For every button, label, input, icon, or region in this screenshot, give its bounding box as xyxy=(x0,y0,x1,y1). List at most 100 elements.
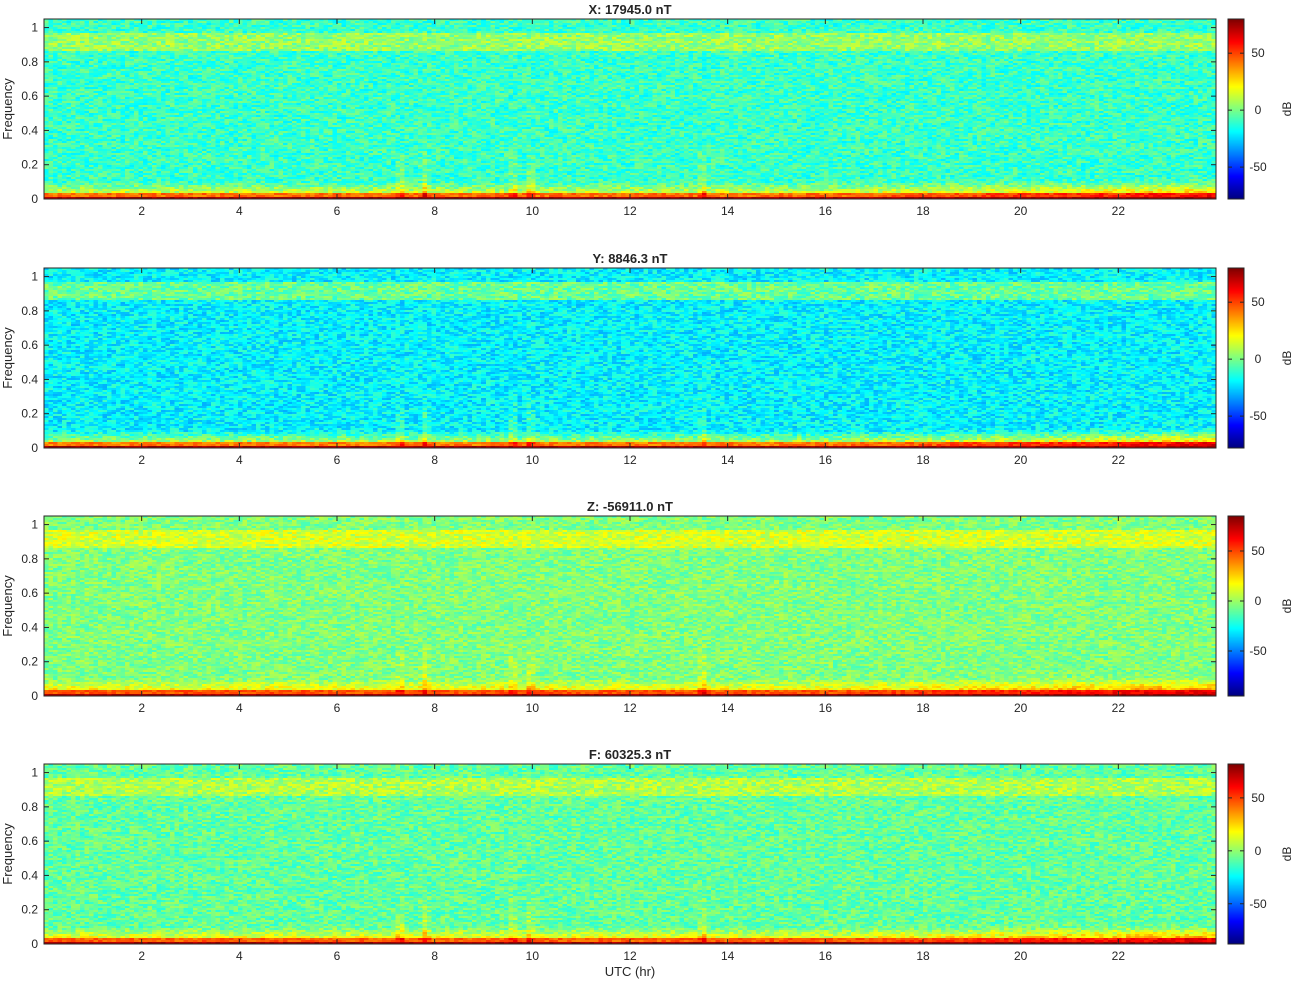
colorbar: 50 0 -50 dB xyxy=(1227,267,1294,449)
x-tick-label: 14 xyxy=(721,949,735,963)
colorbar-label: dB xyxy=(1280,847,1294,862)
x-tick-label: 6 xyxy=(334,204,341,218)
x-tick-label: 20 xyxy=(1014,453,1028,467)
panel-title: Z: -56911.0 nT xyxy=(587,499,673,514)
y-tick-label: 0.6 xyxy=(21,834,38,848)
spectrogram-heatmap xyxy=(44,268,1216,448)
x-tick-label: 12 xyxy=(623,701,637,715)
colorbar-tick-label: -50 xyxy=(1249,644,1267,658)
y-tick-label: 0.8 xyxy=(21,304,38,318)
y-tick-label: 0 xyxy=(31,192,38,206)
x-tick-label: 8 xyxy=(431,701,438,715)
y-tick-label: 0.4 xyxy=(21,620,38,634)
x-tick-label: 4 xyxy=(236,204,243,218)
x-tick-label: 16 xyxy=(819,204,833,218)
y-tick-label: 0.6 xyxy=(21,586,38,600)
y-tick-label: 0.8 xyxy=(21,800,38,814)
y-tick-label: 0.4 xyxy=(21,868,38,882)
x-tick-label: 14 xyxy=(721,204,735,218)
colorbar-tick-label: 0 xyxy=(1255,103,1262,117)
x-tick-label: 6 xyxy=(334,453,341,467)
x-tick-label: 2 xyxy=(138,204,145,218)
x-tick-label: 4 xyxy=(236,701,243,715)
x-tick-label: 4 xyxy=(236,453,243,467)
spectrogram-heatmap xyxy=(44,19,1216,199)
y-axis-label: Frequency xyxy=(0,78,15,140)
x-tick-label: 14 xyxy=(721,453,735,467)
x-tick-label: 12 xyxy=(623,949,637,963)
x-tick-label: 8 xyxy=(431,204,438,218)
y-tick-label: 0.2 xyxy=(21,655,38,669)
colorbar-box xyxy=(1227,763,1245,945)
x-tick-label: 14 xyxy=(721,701,735,715)
colorbar-gradient xyxy=(1228,268,1244,448)
x-tick-label: 18 xyxy=(916,453,930,467)
x-tick-label: 20 xyxy=(1014,701,1028,715)
spectrogram-panel-3: Z: -56911.0 nT 2 4 6 8 10 12 14 16 18 20 22 0 0.2 0.4 0… xyxy=(0,499,1294,715)
panel-title: Y: 8846.3 nT xyxy=(593,251,668,266)
x-tick-label: 22 xyxy=(1112,204,1126,218)
spectrogram-heatmap xyxy=(44,764,1216,944)
x-tick-label: 2 xyxy=(138,453,145,467)
spectrogram-panel-2: Y: 8846.3 nT2 4 6 8 10 12 14 16 18 20 2200.20.40.6… xyxy=(0,251,1294,467)
x-axis-label: UTC (hr) xyxy=(605,964,656,979)
x-tick-label: 18 xyxy=(916,701,930,715)
y-tick-label: 0 xyxy=(31,937,38,951)
colorbar: 50 0 -50 dB xyxy=(1227,18,1294,200)
colorbar-tick-label: 0 xyxy=(1255,844,1262,858)
y-tick-label: 0 xyxy=(31,689,38,703)
y-tick-label: 0.2 xyxy=(21,407,38,421)
spectrogram-panel-1: X: 17945.0 nT2 4 6 8 10 12 14 16 18 20 2200.20.40.… xyxy=(0,2,1294,218)
spectrogram-panel-4: F: 60325.3 nT2 4 6 8 10 12 14 16 18 20 2200.20.40.… xyxy=(0,747,1294,979)
x-tick-label: 8 xyxy=(431,453,438,467)
x-tick-label: 22 xyxy=(1112,701,1126,715)
colorbar-tick-label: -50 xyxy=(1249,409,1267,423)
y-tick-label: 1 xyxy=(31,270,38,284)
x-tick-label: 12 xyxy=(623,204,637,218)
colorbar-label: dB xyxy=(1280,599,1294,614)
x-tick-label: 16 xyxy=(819,701,833,715)
colorbar-box xyxy=(1227,267,1245,449)
colorbar-gradient xyxy=(1228,19,1244,199)
y-tick-label: 1 xyxy=(31,518,38,532)
colorbar-box xyxy=(1227,18,1245,200)
colorbar-tick-label: -50 xyxy=(1249,897,1267,911)
x-tick-label: 6 xyxy=(334,949,341,963)
colorbar-label: dB xyxy=(1280,351,1294,366)
y-tick-label: 1 xyxy=(31,766,38,780)
y-tick-label: 0.8 xyxy=(21,552,38,566)
colorbar: 50 0 -50 dB xyxy=(1227,763,1294,945)
x-tick-label: 22 xyxy=(1112,453,1126,467)
colorbar-tick-label: 50 xyxy=(1251,295,1265,309)
y-tick-label: 0.4 xyxy=(21,123,38,137)
x-tick-label: 10 xyxy=(526,453,540,467)
y-tick-label: 0 xyxy=(31,441,38,455)
colorbar-tick-label: 50 xyxy=(1251,791,1265,805)
colorbar-box xyxy=(1227,515,1245,697)
x-tick-label: 2 xyxy=(138,701,145,715)
x-tick-label: 20 xyxy=(1014,949,1028,963)
x-tick-label: 12 xyxy=(623,453,637,467)
x-tick-label: 18 xyxy=(916,204,930,218)
y-tick-label: 0.8 xyxy=(21,55,38,69)
y-axis-label: Frequency xyxy=(0,327,15,389)
x-tick-label: 2 xyxy=(138,949,145,963)
y-tick-label: 0.2 xyxy=(21,903,38,917)
spectrogram-heatmap xyxy=(44,516,1216,696)
x-tick-label: 22 xyxy=(1112,949,1126,963)
x-tick-label: 6 xyxy=(334,701,341,715)
y-tick-label: 0.2 xyxy=(21,158,38,172)
y-tick-label: 0.6 xyxy=(21,338,38,352)
x-tick-label: 18 xyxy=(916,949,930,963)
colorbar-tick-label: 50 xyxy=(1251,544,1265,558)
y-tick-label: 1 xyxy=(31,21,38,35)
colorbar-gradient xyxy=(1228,764,1244,944)
panel-title: X: 17945.0 nT xyxy=(588,2,671,17)
x-tick-label: 10 xyxy=(526,949,540,963)
y-axis-label: Frequency xyxy=(0,823,15,885)
x-tick-label: 16 xyxy=(819,949,833,963)
x-tick-label: 10 xyxy=(526,701,540,715)
y-axis-label: Frequency xyxy=(0,575,15,637)
